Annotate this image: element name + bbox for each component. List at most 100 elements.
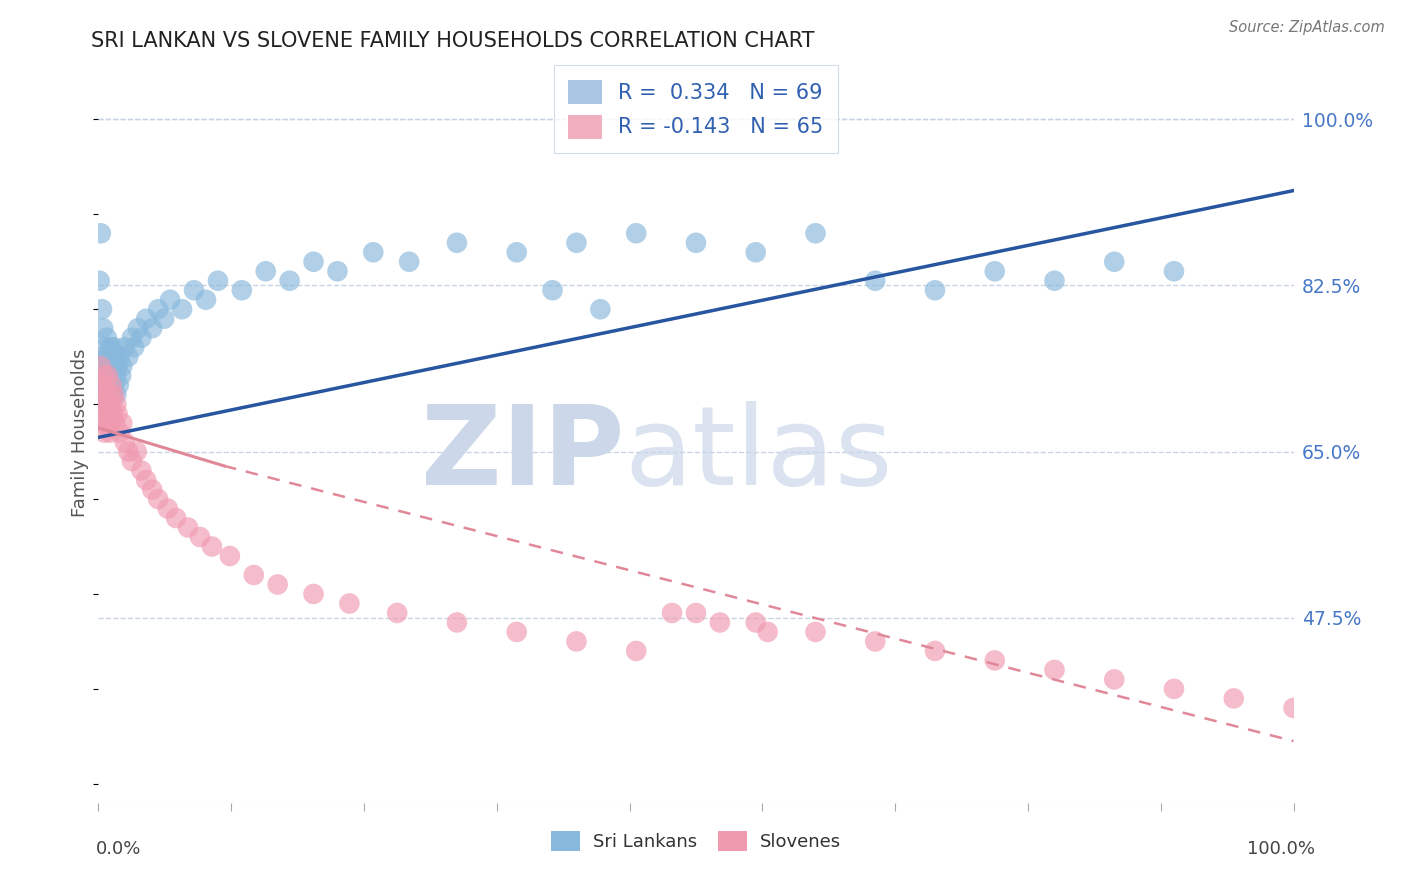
Point — [804, 624, 827, 639]
Point — [101, 407, 124, 421]
Point — [984, 264, 1007, 278]
Point — [984, 653, 1007, 667]
Point — [153, 311, 176, 326]
Point — [98, 378, 122, 392]
Point — [745, 615, 768, 630]
Point — [96, 387, 118, 401]
Text: 100.0%: 100.0% — [1247, 840, 1315, 858]
Point — [565, 235, 588, 250]
Point — [93, 368, 115, 383]
Point — [131, 331, 153, 345]
Point — [98, 387, 122, 401]
Point — [302, 254, 325, 268]
Point — [98, 416, 121, 430]
Point — [756, 624, 779, 639]
Point — [745, 245, 768, 260]
Point — [326, 264, 349, 278]
Point — [94, 397, 117, 411]
Point — [110, 368, 132, 383]
Point — [91, 350, 114, 364]
Point — [104, 416, 127, 430]
Point — [506, 624, 529, 639]
Point — [93, 425, 115, 440]
Point — [103, 387, 125, 401]
Point — [91, 387, 114, 401]
Point — [96, 378, 118, 392]
Point — [108, 425, 131, 440]
Point — [100, 397, 122, 411]
Point — [108, 350, 131, 364]
Point — [924, 283, 946, 297]
Point — [1223, 691, 1246, 706]
Point — [661, 606, 683, 620]
Point — [183, 283, 205, 297]
Point — [91, 321, 114, 335]
Y-axis label: Family Households: Family Households — [70, 349, 89, 516]
Point — [127, 321, 149, 335]
Point — [302, 587, 325, 601]
Point — [91, 407, 114, 421]
Point — [111, 359, 134, 374]
Point — [107, 378, 129, 392]
Point — [195, 293, 218, 307]
Point — [89, 378, 111, 392]
Point — [107, 407, 129, 421]
Point — [385, 606, 409, 620]
Point — [98, 340, 122, 354]
Point — [125, 444, 148, 458]
Point — [98, 397, 121, 411]
Point — [96, 331, 118, 345]
Point — [93, 368, 115, 383]
Point — [97, 407, 120, 421]
Point — [94, 340, 117, 354]
Point — [121, 454, 143, 468]
Point — [97, 350, 120, 364]
Point — [91, 378, 114, 392]
Point — [446, 615, 468, 630]
Point — [97, 387, 120, 401]
Point — [98, 425, 122, 440]
Point — [804, 227, 827, 241]
Point — [100, 368, 122, 383]
Point — [148, 302, 170, 317]
Point — [201, 540, 224, 554]
Point — [207, 274, 229, 288]
Point — [94, 359, 117, 374]
Point — [100, 407, 122, 421]
Point — [111, 416, 134, 430]
Point — [177, 520, 200, 534]
Point — [100, 378, 122, 392]
Point — [685, 235, 707, 250]
Point — [188, 530, 211, 544]
Point — [93, 397, 115, 411]
Point — [865, 634, 887, 648]
Point — [254, 264, 277, 278]
Text: atlas: atlas — [624, 401, 893, 508]
Point — [172, 302, 194, 317]
Text: ZIP: ZIP — [420, 401, 624, 508]
Point — [105, 368, 128, 383]
Text: 0.0%: 0.0% — [96, 840, 141, 858]
Point — [124, 340, 146, 354]
Point — [107, 359, 129, 374]
Point — [96, 416, 118, 430]
Point — [94, 378, 117, 392]
Text: SRI LANKAN VS SLOVENE FAMILY HOUSEHOLDS CORRELATION CHART: SRI LANKAN VS SLOVENE FAMILY HOUSEHOLDS … — [91, 31, 815, 51]
Point — [114, 435, 136, 450]
Point — [114, 340, 136, 354]
Point — [89, 274, 111, 288]
Point — [243, 568, 266, 582]
Point — [924, 644, 946, 658]
Point — [98, 359, 121, 374]
Point — [1163, 681, 1185, 696]
Point — [105, 387, 128, 401]
Point — [141, 483, 163, 497]
Point — [685, 606, 707, 620]
Point — [626, 227, 648, 241]
Point — [135, 311, 157, 326]
Point — [398, 254, 420, 268]
Point — [278, 274, 301, 288]
Point — [156, 501, 179, 516]
Point — [148, 491, 170, 506]
Point — [1043, 274, 1066, 288]
